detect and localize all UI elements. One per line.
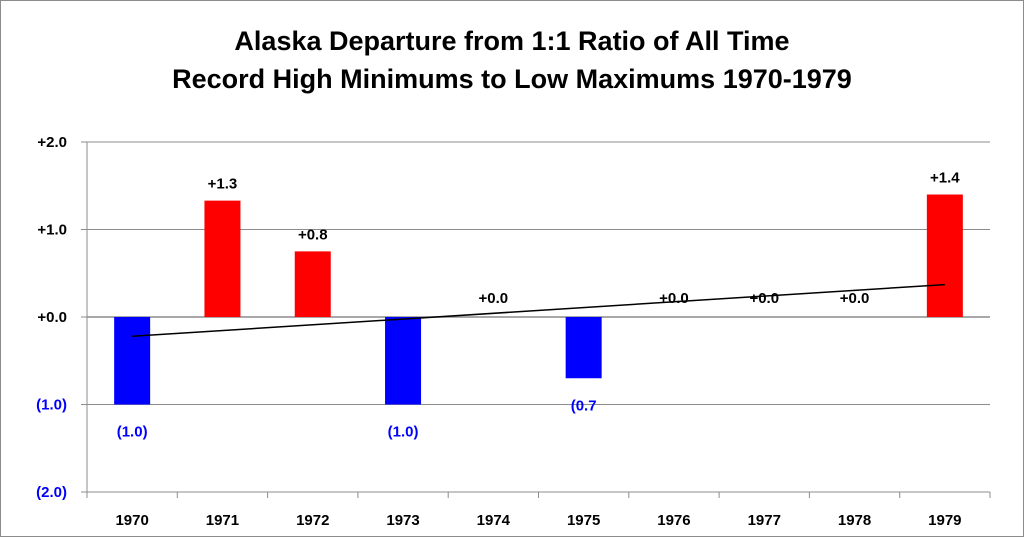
x-tick-label: 1970 (115, 512, 148, 529)
x-tick-label: 1978 (838, 512, 871, 529)
x-axis-tick-labels: 1970 1971 1972 1973 1974 1975 1976 1977 1978 1979 (115, 512, 961, 529)
axes (81, 141, 991, 498)
chart-title-line-2: Record High Minimums to Low Maximums 197… (172, 64, 852, 94)
chart-title-line-1: Alaska Departure from 1:1 Ratio of All T… (234, 26, 790, 56)
data-label-1972: +0.8 (298, 226, 328, 243)
data-label-1975: (0.7 (571, 397, 597, 414)
x-tick-label: 1972 (296, 512, 329, 529)
bar-1975 (565, 317, 602, 379)
data-label-1977: +0.0 (749, 290, 779, 307)
y-tick-label: +0.0 (37, 309, 67, 326)
x-tick-label: 1977 (748, 512, 781, 529)
bar-1971 (204, 200, 241, 317)
data-label-1971: +1.3 (208, 176, 238, 193)
bar-1973 (385, 317, 422, 405)
x-tick-label: 1974 (477, 512, 511, 529)
chart-title: Alaska Departure from 1:1 Ratio of All T… (0, 22, 1024, 98)
data-label-1973: (1.0) (388, 424, 419, 441)
bars (114, 194, 963, 405)
data-label-1976: +0.0 (659, 290, 689, 307)
bar-1979 (926, 194, 963, 317)
x-tick-label: 1971 (206, 512, 239, 529)
bar-1972 (294, 251, 331, 317)
x-tick-label: 1975 (567, 512, 600, 529)
y-tick-label: +2.0 (37, 134, 67, 151)
x-tick-label: 1976 (657, 512, 690, 529)
y-tick-label: +1.0 (37, 222, 67, 239)
trendline (132, 283, 945, 337)
y-axis-tick-labels: +2.0 +1.0 +0.0 (1.0) (2.0) (36, 134, 67, 501)
data-label-1979: +1.4 (930, 170, 960, 187)
data-label-1970: (1.0) (117, 424, 148, 441)
x-tick-label: 1979 (928, 512, 961, 529)
y-tick-label: (1.0) (36, 397, 67, 414)
trendline-layer (132, 283, 945, 337)
x-tick-label: 1973 (386, 512, 419, 529)
data-label-1978: +0.0 (840, 290, 870, 307)
data-label-1974: +0.0 (479, 290, 509, 307)
bar-1970 (114, 317, 151, 405)
y-tick-label: (2.0) (36, 484, 67, 501)
data-labels: (1.0) +1.3 +0.8 (1.0) +0.0 (0.7 +0.0 +0.0 +0.0 +1… (117, 170, 961, 441)
